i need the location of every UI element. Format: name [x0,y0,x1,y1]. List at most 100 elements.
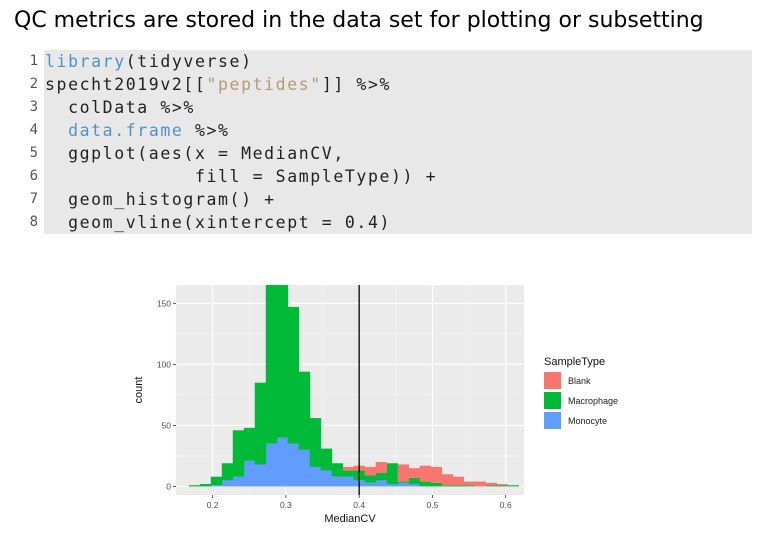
histogram-bar-macrophage [375,473,388,481]
histogram-bar-monocyte [221,480,234,487]
line-number: 8 [29,214,38,230]
histogram-bar-macrophage [397,481,410,483]
histogram-bar-monocyte [243,460,256,487]
histogram-bar-macrophage [364,475,377,483]
line-number: 4 [29,122,38,138]
histogram-bar-blank [364,466,377,476]
histogram-bar-monocyte [397,482,410,487]
histogram-bar-macrophage [309,418,322,467]
code-text: fill = SampleType)) + [45,165,437,188]
histogram-bar-monocyte [265,443,278,487]
histogram-bar-monocyte [320,470,333,487]
code-block: 1 library(tidyverse) 2 specht2019v2[["pepti… [14,50,752,234]
histogram-bar-macrophage [265,282,278,444]
legend-swatch-macrophage [544,392,561,409]
code-token: colData %>% [45,98,195,117]
code-token: fill = SampleType)) + [45,167,438,186]
legend-label: Blank [568,376,591,386]
line-number: 7 [29,191,38,207]
line-number: 1 [29,53,38,69]
histogram-bar-macrophage [496,485,508,487]
histogram-bar-monocyte [309,466,322,487]
code-token [45,121,68,140]
x-tick-label: 0.3 [280,500,292,510]
histogram-bar-monocyte [254,464,267,487]
legend-swatch-monocyte [544,412,561,429]
code-token: specht2019v2[[ [45,75,207,94]
histogram-chart: 0.2 0.3 0.4 0.5 0.6 0 50 100 150 MedianCV count Sam… [120,281,640,535]
histogram-bar-blank [441,474,453,486]
code-token: ggplot(aes(x = MedianCV, [45,144,345,163]
line-number: 5 [29,145,38,161]
slide-title: QC metrics are stored in the data set fo… [14,8,704,33]
legend-swatch-blank [544,372,561,389]
x-axis-label: MedianCV [324,513,376,525]
histogram-bar-macrophage [199,484,212,487]
x-tick-label: 0.4 [353,500,365,510]
code-text: specht2019v2[["peptides"]] %>% [45,73,391,96]
histogram-bar-monocyte [331,476,344,487]
histogram-bar-macrophage [441,485,453,487]
histogram-bar-monocyte [408,484,420,487]
code-text: colData %>% [45,96,195,119]
histogram-bar-blank [419,465,431,482]
histogram-bar-monocyte [386,484,399,487]
histogram-bar-monocyte [287,443,300,487]
histogram-bar-monocyte [375,480,388,487]
code-token: %>% [183,121,230,140]
histogram-bar-blank [375,462,388,474]
code-token: ]] %>% [321,75,392,94]
histogram-bar-macrophage [430,482,442,487]
code-text: data.frame %>% [45,119,230,142]
histogram-bar-macrophage [485,485,497,487]
x-tick-label: 0.2 [207,500,219,510]
code-text: library(tidyverse) [45,50,253,73]
legend-label: Monocyte [568,416,607,426]
histogram-bar-macrophage [342,470,355,477]
histogram-bar-macrophage [298,371,311,450]
histogram-bar-macrophage [507,485,519,487]
histogram-bar-macrophage [320,448,333,471]
code-token: (tidyverse) [125,52,253,71]
histogram-bar-blank [408,468,420,478]
histogram-bar-monocyte [210,485,223,487]
histogram-bar-monocyte [364,482,377,487]
histogram-bar-macrophage [221,463,234,481]
legend-label: Macrophage [568,396,618,406]
histogram-svg: 0.2 0.3 0.4 0.5 0.6 0 50 100 150 MedianCV count Sam… [133,281,618,525]
histogram-bar-macrophage [419,481,431,487]
histogram-bar-macrophage [408,477,420,485]
histogram-bar-macrophage [210,476,223,486]
histogram-bar-macrophage [276,285,289,438]
histogram-bar-blank [430,466,442,483]
y-axis-label: count [133,377,145,404]
histogram-bar-macrophage [452,485,464,487]
histogram-bar-macrophage [287,306,300,444]
histogram-bar-blank [496,484,508,486]
histogram-bar-macrophage [188,485,201,487]
code-background [44,50,752,234]
y-tick-label: 50 [162,420,172,430]
code-text: geom_histogram() + [45,188,276,211]
histogram-bar-macrophage [243,427,256,461]
y-tick-label: 100 [157,359,171,369]
code-token: library [45,52,126,71]
histogram-bar-macrophage [386,463,399,485]
line-number: 6 [29,168,38,184]
histogram-bar-blank [474,481,486,487]
x-tick-label: 0.6 [500,500,512,510]
histogram-bar-blank [485,482,497,486]
code-text: ggplot(aes(x = MedianCV, [45,142,345,165]
code-text: geom_vline(xintercept = 0.4) [45,211,391,234]
histogram-bar-blank [397,464,410,482]
y-tick-label: 0 [166,481,171,491]
histogram-bar-macrophage [232,430,245,477]
histogram-bar-blank [452,476,464,486]
legend-title: SampleType [544,356,605,368]
code-token: "peptides" [206,75,322,94]
histogram-bar-monocyte [232,476,245,487]
histogram-bar-blank [342,466,355,471]
x-tick-label: 0.5 [427,500,439,510]
histogram-bar-monocyte [298,449,311,487]
histogram-bar-monocyte [342,476,355,487]
